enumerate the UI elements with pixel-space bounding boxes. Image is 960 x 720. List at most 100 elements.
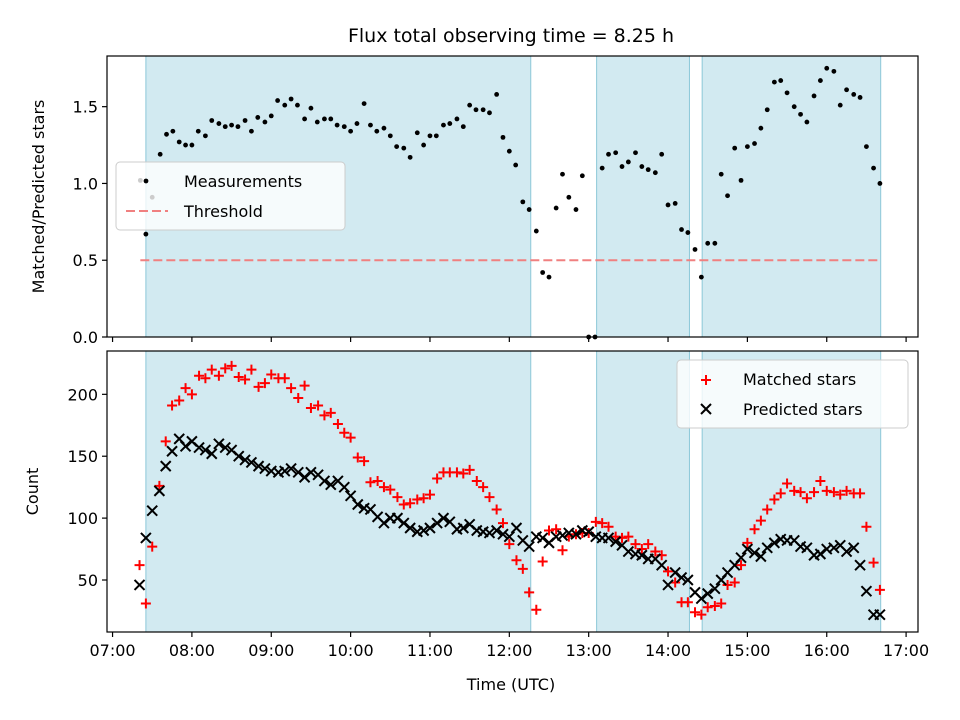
matched-star-marker [623, 531, 634, 542]
matched-star-marker [233, 371, 244, 382]
matched-star-marker [325, 407, 336, 418]
measurement-point [209, 118, 215, 123]
matched-star-marker [531, 604, 542, 615]
measurement-point [804, 119, 810, 125]
measurement-point [341, 124, 347, 130]
predicted-star-marker [682, 574, 694, 586]
predicted-star-marker [761, 542, 773, 554]
measurement-point [744, 144, 750, 149]
matched-star-marker [313, 400, 324, 411]
matched-star-marker [544, 525, 555, 536]
predicted-star-marker [497, 528, 509, 540]
measurement-point [506, 148, 512, 154]
predicted-star-marker [457, 522, 470, 534]
measurement-point [613, 150, 619, 156]
matched-star-marker [597, 518, 608, 529]
observing-window [596, 350, 690, 633]
x-axis-title: Time (UTC) [466, 675, 555, 694]
legend-box [115, 161, 346, 231]
y-tick-label: 1.5 [73, 98, 98, 117]
predicted-star-marker [166, 445, 178, 457]
predicted-star-marker [609, 535, 622, 548]
matched-star-marker [696, 609, 707, 620]
legend-measurement-marker [143, 178, 149, 184]
predicted-star-marker [570, 528, 582, 540]
predicted-star-marker [662, 579, 674, 591]
measurement-point [268, 113, 274, 119]
measurement-point [679, 227, 684, 232]
matched-star-marker [167, 400, 178, 411]
measurement-point [619, 164, 625, 169]
matched-star-marker [682, 597, 693, 608]
matched-star-marker [352, 452, 363, 463]
matched-star-marker [636, 544, 647, 555]
predicted-star-marker [245, 456, 258, 469]
matched-star-marker [630, 539, 641, 550]
matched-star-marker [841, 485, 852, 496]
measurement-point [183, 142, 188, 148]
x-tick-label: 11:00 [407, 641, 453, 660]
matched-star-marker [259, 378, 270, 389]
measurement-point [295, 102, 300, 108]
matched-star-marker [339, 427, 350, 438]
observing-window [145, 350, 532, 633]
matched-star-marker [809, 487, 820, 498]
measurement-point [314, 119, 320, 125]
matched-star-marker [305, 402, 316, 413]
predicted-star-marker [655, 559, 668, 571]
measurement-point [871, 165, 876, 171]
measurement-point [202, 133, 208, 139]
matched-star-marker [458, 468, 469, 479]
matched-star-marker [524, 587, 535, 598]
predicted-star-marker [233, 450, 245, 462]
matched-star-marker [702, 602, 713, 613]
x-tick-label: 17:00 [883, 641, 929, 660]
measurement-point [421, 142, 427, 148]
predicted-star-marker [153, 485, 166, 497]
matched-star-marker [471, 475, 482, 486]
matched-star-marker [405, 498, 416, 509]
matched-star-marker [392, 492, 403, 503]
measurement-point [877, 181, 883, 186]
measurement-point [831, 68, 837, 74]
measurement-point [454, 116, 460, 122]
matched-star-marker [511, 555, 522, 566]
matched-star-marker [821, 485, 832, 496]
matched-star-marker [491, 504, 502, 515]
measurement-point [427, 133, 433, 139]
measurement-point [170, 128, 176, 134]
matched-star-marker [134, 560, 145, 571]
matched-star-marker [206, 364, 217, 375]
measurement-point [189, 142, 195, 148]
measurement-point [526, 207, 532, 212]
measurement-point [606, 151, 611, 157]
x-tick-label: 16:00 [804, 641, 850, 660]
axes-frame [106, 55, 919, 338]
measurement-point [500, 134, 506, 140]
measurement-point [433, 133, 439, 139]
measurement-point [401, 145, 407, 151]
measurement-point [262, 119, 268, 125]
matched-star-marker [690, 607, 701, 618]
matched-star-marker [293, 393, 304, 404]
measurement-point [513, 162, 519, 168]
predicted-star-marker [735, 552, 747, 564]
matched-star-marker [643, 539, 654, 550]
x-tick-label: 14:00 [645, 641, 691, 660]
matched-star-marker [801, 493, 812, 504]
predicted-star-marker [748, 547, 761, 559]
measurement-point [764, 107, 770, 113]
matched-star-marker [590, 516, 601, 527]
predicted-star-marker [206, 448, 218, 460]
measurement-point [480, 107, 486, 113]
measurement-point [546, 274, 552, 280]
measurement-point [824, 65, 830, 71]
matched-star-marker [835, 489, 846, 500]
measurement-point [566, 194, 572, 200]
measurement-point [560, 171, 565, 177]
matched-star-marker [795, 487, 806, 498]
predicted-star-marker [424, 522, 436, 534]
x-tick-label: 10:00 [328, 641, 374, 660]
matched-star-marker [828, 487, 839, 498]
measurement-point [553, 205, 559, 211]
